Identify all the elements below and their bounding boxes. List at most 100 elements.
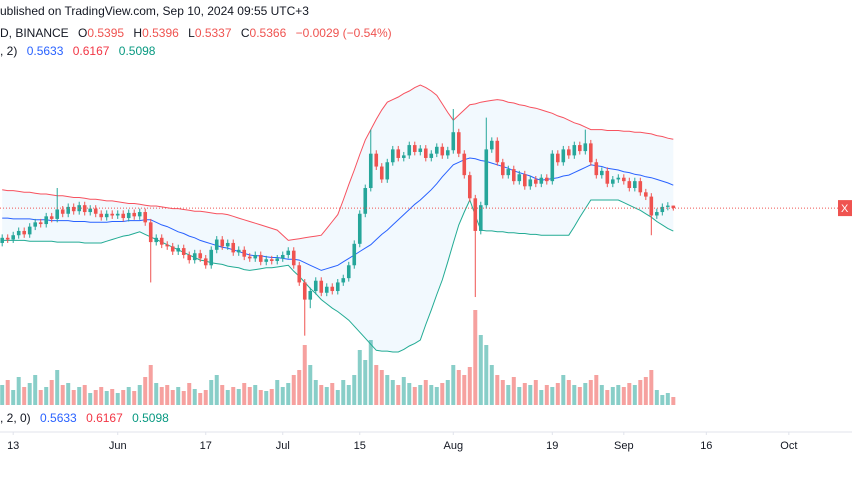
- volume-bar: [209, 380, 214, 405]
- candle-body: [611, 179, 615, 184]
- volume-bar: [110, 389, 115, 405]
- candle-body: [655, 212, 659, 216]
- candle-body: [363, 188, 368, 214]
- candle-body: [385, 162, 390, 180]
- candle-body: [429, 153, 434, 158]
- lower-band: [2, 198, 674, 353]
- candle-body: [99, 213, 104, 218]
- indicator-name: , 2, 0): [0, 411, 31, 425]
- candle-body: [121, 213, 126, 219]
- candle-body: [572, 145, 577, 156]
- volume-bar: [599, 385, 604, 405]
- x-tick-label: Jun: [109, 440, 127, 452]
- volume-bar: [275, 380, 280, 405]
- x-tick-label: 17: [200, 440, 212, 452]
- candle-body: [544, 177, 549, 182]
- candle-body: [644, 192, 648, 197]
- volume-bar: [258, 390, 263, 405]
- candle-body: [374, 153, 379, 167]
- volume-bar: [104, 391, 109, 405]
- volume-bar: [621, 387, 626, 405]
- candle-body: [110, 213, 115, 216]
- volume-bar: [539, 390, 544, 405]
- volume-bar: [16, 377, 21, 405]
- volume-bar: [352, 375, 357, 405]
- chart-title: ublished on TradingView.com, Sep 10, 202…: [0, 4, 309, 18]
- volume-bar: [253, 385, 258, 405]
- candle-body: [308, 291, 313, 300]
- candle-body: [236, 249, 241, 253]
- candle-body: [231, 242, 236, 253]
- candle-body: [159, 237, 164, 245]
- volume-bar: [533, 380, 538, 405]
- candle-body: [434, 146, 439, 154]
- indicator-line: , 2, 0) 0.5633 0.6167 0.5098: [0, 411, 169, 425]
- candle-body: [390, 149, 395, 163]
- candle-body: [666, 205, 670, 207]
- volume-bar: [5, 380, 10, 405]
- volume-bar: [605, 390, 610, 405]
- volume-bar: [38, 390, 43, 405]
- volume-bar: [561, 375, 566, 405]
- volume-bar: [374, 365, 379, 405]
- candle-body: [473, 198, 478, 231]
- candle-body: [38, 222, 43, 225]
- volume-bar: [231, 387, 236, 405]
- candle-body: [346, 265, 351, 279]
- candle-body: [616, 177, 621, 180]
- candle-body: [280, 254, 285, 259]
- candle-body: [225, 242, 230, 247]
- candle-body: [489, 140, 494, 150]
- volume-bar: [341, 380, 346, 405]
- candle-body: [550, 153, 555, 182]
- candle-body: [209, 249, 214, 266]
- volume-bar: [368, 340, 373, 405]
- volume-bar: [357, 350, 362, 405]
- volume-bar: [649, 370, 654, 405]
- x-tick-label: 16: [700, 440, 712, 452]
- candle-body: [264, 259, 269, 262]
- lower-value: 0.5098: [118, 44, 156, 58]
- candle-body: [214, 239, 219, 250]
- candle-body: [324, 286, 329, 293]
- volume-bar: [181, 391, 186, 405]
- volume-bar: [434, 387, 439, 405]
- candle-body: [132, 212, 137, 217]
- candle-body: [555, 153, 560, 163]
- volume-bar: [478, 335, 483, 405]
- x-tick-label: Sep: [614, 440, 634, 452]
- volume-bar: [297, 370, 302, 405]
- volume-bar: [583, 383, 588, 405]
- candle-body: [0, 237, 5, 243]
- volume-bar: [335, 390, 340, 405]
- candle-body: [137, 212, 142, 217]
- candle-body: [440, 146, 445, 156]
- x-tick-label: 19: [546, 440, 558, 452]
- candle-body: [302, 282, 307, 300]
- volume-bar: [236, 389, 241, 405]
- open-value: 0.5395: [87, 26, 125, 40]
- candle-body: [500, 162, 505, 176]
- candle-body: [407, 145, 412, 156]
- candle-body: [220, 239, 225, 247]
- volume-bar: [66, 383, 71, 405]
- candle-body: [627, 181, 632, 189]
- volume-bar: [577, 387, 582, 405]
- symbol: D, BINANCE: [0, 26, 69, 40]
- candle-body: [104, 213, 109, 218]
- candle-body: [352, 243, 357, 266]
- candle-body: [401, 155, 406, 158]
- candle-body: [165, 244, 170, 247]
- middle-value: 0.5633: [40, 411, 77, 425]
- candle-body: [253, 254, 258, 259]
- candle-body: [495, 140, 500, 163]
- low-value: 0.5337: [194, 26, 232, 40]
- candle-body: [567, 149, 571, 156]
- volume-bar: [0, 385, 5, 405]
- volume-bar: [291, 375, 296, 405]
- volume-bar: [143, 377, 148, 405]
- volume-bar: [308, 365, 313, 405]
- symbol-line: D, BINANCE O0.5395 H0.5396 L0.5337 C0.53…: [0, 26, 392, 40]
